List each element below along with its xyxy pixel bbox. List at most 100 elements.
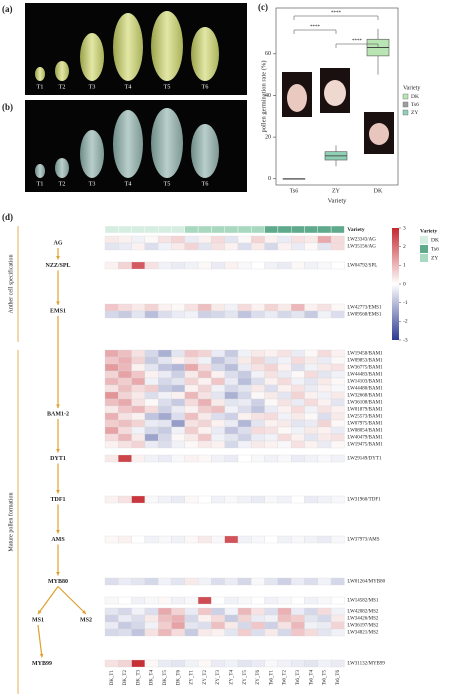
heat-cell — [317, 261, 332, 270]
variety-legend-label: DK — [431, 237, 439, 243]
variety-bar — [131, 225, 146, 234]
heat-cell — [304, 384, 318, 393]
heat-cell — [211, 363, 225, 372]
heat-cell — [330, 398, 345, 407]
heat-cell — [211, 391, 225, 400]
heat-cell — [211, 356, 225, 365]
heat-cell — [197, 535, 212, 544]
heat-cell — [317, 391, 332, 400]
heat-cell — [264, 628, 279, 637]
x-axis-label: Variety — [328, 197, 348, 204]
column-label: ZY_T4 — [229, 670, 234, 685]
arrow-head — [56, 529, 60, 534]
variety-swatch — [420, 254, 428, 262]
heat-cell — [211, 405, 225, 414]
fruit — [191, 124, 219, 178]
heat-cell — [171, 535, 185, 544]
heat-cell — [291, 391, 305, 400]
row-label: LW36108/BAM1 — [347, 401, 383, 406]
row-label: LW34426/MS2 — [347, 617, 379, 622]
row-label: LW44480/BAM1 — [347, 387, 383, 392]
heat-cell — [171, 405, 185, 414]
heat-cell — [317, 412, 332, 421]
heat-cell — [237, 628, 252, 637]
heat-cell — [104, 535, 119, 544]
heat-cell — [224, 621, 239, 630]
heat-cell — [330, 621, 345, 630]
heat-cell — [158, 433, 172, 442]
heat-cell — [237, 440, 252, 449]
variety-bar — [104, 225, 119, 234]
heat-cell — [104, 235, 119, 244]
heat-cell — [131, 454, 146, 463]
heat-cell — [118, 659, 132, 668]
heat-cell — [291, 412, 305, 421]
heat-cell — [291, 535, 305, 544]
heat-cell — [291, 370, 305, 379]
row-label: LW04792/SPL — [347, 264, 377, 269]
heat-cell — [131, 607, 146, 616]
heat-cell — [304, 303, 318, 312]
heat-cell — [197, 614, 212, 623]
heat-cell — [277, 391, 292, 400]
x-tick-label: DK — [374, 188, 383, 194]
heat-cell — [277, 235, 292, 244]
heat-cell — [330, 405, 345, 414]
heat-cell — [304, 235, 318, 244]
heat-cell — [251, 363, 265, 372]
heat-cell — [118, 235, 132, 244]
stage-label: T4 — [125, 181, 132, 187]
heat-cell — [144, 614, 159, 623]
heat-cell — [211, 596, 225, 605]
heat-cell — [330, 577, 345, 586]
significance-bracket — [293, 15, 379, 20]
heat-cell — [277, 433, 292, 442]
heat-cell — [144, 303, 159, 312]
heat-cell — [237, 495, 252, 504]
heat-cell — [158, 356, 172, 365]
pathway-node: AMS — [51, 537, 65, 543]
heat-cell — [264, 433, 279, 442]
heat-cell — [104, 419, 119, 428]
heat-cell — [237, 426, 252, 435]
heat-cell — [118, 495, 132, 504]
heat-cell — [251, 235, 265, 244]
variety-legend-label: Ts6 — [431, 246, 439, 252]
heat-cell — [224, 303, 239, 312]
heat-cell — [251, 614, 265, 623]
heat-cell — [197, 433, 212, 442]
heat-cell — [144, 440, 159, 449]
heat-cell — [317, 607, 332, 616]
heat-cell — [264, 426, 279, 435]
heat-cell — [131, 596, 146, 605]
heat-cell — [251, 628, 265, 637]
heat-cell — [118, 261, 132, 270]
heat-cell — [104, 433, 119, 442]
heat-cell — [330, 426, 345, 435]
heat-cell — [118, 596, 132, 605]
heat-cell — [144, 391, 159, 400]
heat-cell — [277, 614, 292, 623]
heat-cell — [224, 405, 239, 414]
heat-cell — [144, 412, 159, 421]
heat-cell — [304, 363, 318, 372]
heat-cell — [237, 607, 252, 616]
heat-cell — [251, 310, 265, 319]
heat-cell — [224, 440, 239, 449]
arrow — [37, 586, 59, 615]
heat-cell — [211, 242, 225, 251]
pathway-node: NZZ/SPL — [45, 263, 70, 269]
stage-label: T5 — [164, 181, 171, 187]
heat-cell — [171, 596, 185, 605]
heat-cell — [184, 495, 199, 504]
heat-cell — [330, 433, 345, 442]
heat-cell — [277, 310, 292, 319]
heat-cell — [104, 398, 119, 407]
heat-cell — [118, 405, 132, 414]
heat-cell — [291, 614, 305, 623]
heat-cell — [251, 440, 265, 449]
heat-cell — [304, 659, 318, 668]
heat-cell — [224, 377, 239, 386]
heat-cell — [251, 356, 265, 365]
heat-cell — [104, 242, 119, 251]
